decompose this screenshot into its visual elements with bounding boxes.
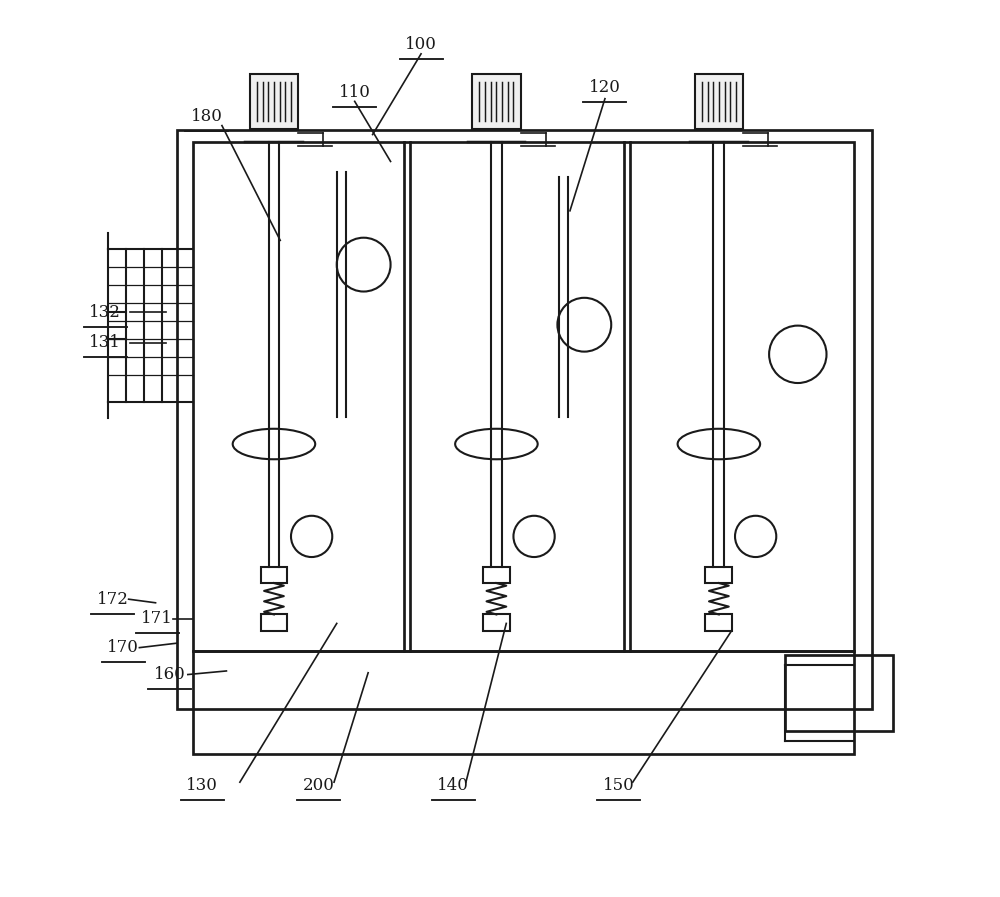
Text: 140: 140 — [437, 778, 469, 794]
Bar — [193, 651, 854, 754]
Text: 180: 180 — [191, 109, 223, 125]
Bar — [261, 567, 287, 583]
Text: 100: 100 — [405, 37, 437, 53]
Bar — [193, 142, 854, 651]
Text: 160: 160 — [154, 666, 186, 683]
Text: 120: 120 — [589, 80, 621, 96]
Bar — [705, 567, 732, 583]
Bar — [705, 614, 732, 631]
Bar — [261, 614, 287, 631]
Text: 200: 200 — [303, 778, 335, 794]
Bar — [483, 614, 510, 631]
Bar — [250, 74, 298, 129]
Bar — [472, 74, 521, 129]
Bar — [785, 655, 893, 731]
Text: 131: 131 — [89, 335, 121, 351]
Text: 171: 171 — [141, 611, 173, 627]
Text: 172: 172 — [97, 591, 128, 607]
Text: 170: 170 — [107, 640, 139, 656]
Text: 110: 110 — [339, 84, 371, 100]
Text: 150: 150 — [603, 778, 634, 794]
Text: 132: 132 — [89, 304, 121, 320]
Bar — [483, 567, 510, 583]
Bar — [177, 130, 872, 709]
Bar — [695, 74, 743, 129]
Text: 130: 130 — [186, 778, 218, 794]
